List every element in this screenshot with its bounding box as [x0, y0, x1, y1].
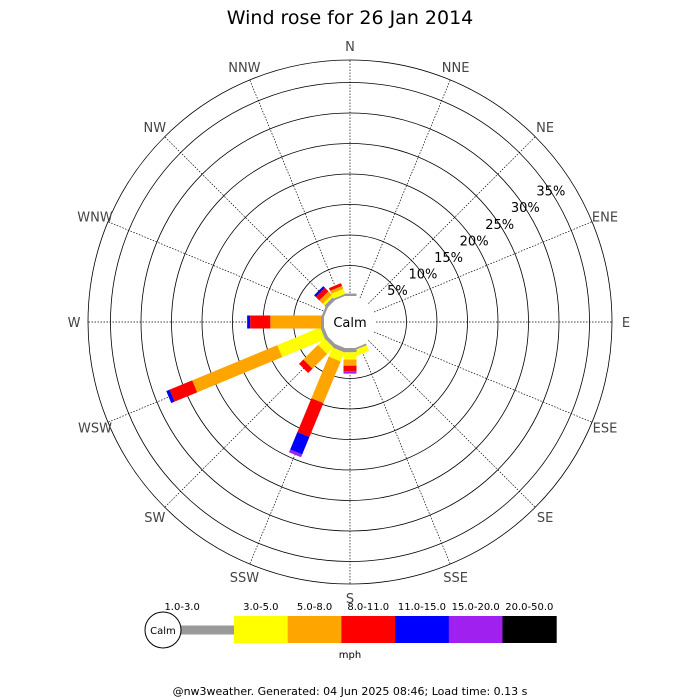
ring-label-10: 10% — [409, 268, 438, 283]
bar-w-8.0-11.0 — [250, 315, 271, 329]
bar-n-1.0-3.0 — [343, 293, 357, 296]
spoke-sse — [359, 345, 451, 565]
wind-bars — [166, 283, 369, 458]
legend-label-20.0-50.0: 20.0-50.0 — [505, 602, 553, 613]
ring-label-15: 15% — [434, 251, 463, 266]
spoke-se — [368, 340, 536, 508]
bar-sw-5.0-8.0 — [303, 344, 328, 369]
bar-wsw-1.0-3.0 — [320, 325, 329, 340]
ring-label-5: 5% — [387, 284, 408, 299]
bar-sw-3.0-5.0 — [317, 338, 334, 355]
bar-wsw-11.0-15.0 — [166, 389, 175, 404]
ring-25 — [171, 143, 529, 501]
spoke-ne — [368, 136, 536, 304]
direction-label-nne: NNE — [442, 61, 470, 76]
spoke-ene — [373, 221, 593, 313]
bar-wnw-1.0-3.0 — [321, 305, 329, 319]
chart-title: Wind rose for 26 Jan 2014 — [227, 7, 474, 29]
direction-label-sw: SW — [144, 511, 165, 526]
direction-label-wnw: WNW — [77, 210, 113, 225]
bar-sse-3.0-5.0 — [354, 345, 369, 356]
legend-swatch-8.0-11.0 — [341, 616, 396, 643]
bar-w-11.0-15.0 — [247, 315, 251, 329]
legend-swatch-5.0-8.0 — [287, 616, 342, 643]
bar-nw-5.0-8.0 — [319, 291, 332, 304]
legend-swatch-3.0-5.0 — [234, 616, 289, 643]
bar-w-1.0-3.0 — [320, 315, 324, 329]
direction-label-ene: ENE — [592, 210, 618, 225]
legend-swatch-11.0-15.0 — [395, 616, 450, 643]
bar-nnw-8.0-11.0 — [328, 283, 343, 291]
direction-label-nw: NW — [144, 121, 167, 136]
bar-sse-1.0-3.0 — [353, 343, 367, 351]
legend-label-1.0-3.0: 1.0-3.0 — [164, 602, 199, 613]
bar-nnw-3.0-5.0 — [331, 288, 346, 299]
direction-label-sse: SSE — [443, 571, 468, 586]
ring-label-25: 25% — [485, 218, 514, 233]
legend-swatch-20.0-50.0 — [502, 616, 557, 643]
legend-label-11.0-15.0: 11.0-15.0 — [398, 602, 446, 613]
direction-label-nnw: NNW — [228, 61, 260, 76]
bar-nw-11.0-15.0 — [314, 286, 325, 297]
direction-label-se: SE — [537, 511, 553, 526]
ring-label-35: 35% — [536, 185, 565, 200]
bar-nnw-5.0-8.0 — [330, 285, 344, 294]
legend-label-5.0-8.0: 5.0-8.0 — [297, 602, 332, 613]
direction-label-s: S — [346, 592, 354, 607]
bar-s-1.0-3.0 — [343, 348, 357, 353]
calm-circle: Calm — [324, 296, 376, 348]
bar-w-5.0-8.0 — [270, 315, 321, 329]
spoke-nw — [164, 136, 332, 304]
direction-label-ssw: SSW — [230, 571, 260, 586]
footer-text: @nw3weather. Generated: 04 Jun 2025 08:4… — [173, 685, 528, 698]
legend-label-8.0-11.0: 8.0-11.0 — [347, 602, 389, 613]
bar-nw-1.0-3.0 — [324, 296, 337, 309]
legend-label-15.0-20.0: 15.0-20.0 — [452, 602, 500, 613]
direction-label-wsw: WSW — [78, 422, 112, 437]
bar-ssw-1.0-3.0 — [332, 343, 347, 353]
legend-label-3.0-5.0: 3.0-5.0 — [243, 602, 278, 613]
bar-ssw-8.0-11.0 — [297, 398, 324, 437]
ring-label-30: 30% — [511, 201, 540, 216]
spoke-ese — [373, 331, 593, 423]
spoke-nnw — [249, 79, 341, 299]
legend-calm-label: Calm — [150, 626, 176, 637]
bar-s-5.0-8.0 — [343, 359, 357, 366]
direction-label-n: N — [345, 40, 355, 55]
bar-wsw-3.0-5.0 — [277, 327, 326, 358]
legend-swatch-15.0-20.0 — [448, 616, 503, 643]
calm-label: Calm — [333, 316, 366, 331]
bar-nnw-1.0-3.0 — [333, 293, 347, 301]
legend-calm-circle — [144, 611, 182, 649]
ring-percent-labels: 5%10% 15% 20%25% 30%35% — [387, 185, 565, 300]
bar-ssw-11.0-15.0 — [290, 432, 310, 455]
bar-nw-3.0-5.0 — [322, 294, 334, 306]
bar-nw-8.0-11.0 — [315, 287, 329, 301]
direction-labels: N NNE NE ENE E ESE SE SSE S SSW SW WSW W WNW NW NNW — [68, 40, 631, 607]
ring-outer — [87, 59, 613, 585]
direction-label-w: W — [68, 316, 81, 331]
bar-ssw-5.0-8.0 — [311, 356, 341, 404]
bar-s-3.0-5.0 — [343, 352, 357, 360]
direction-label-ne: NE — [536, 121, 554, 136]
legend-unit: mph — [339, 650, 361, 661]
direction-label-ese: ESE — [593, 422, 618, 437]
ring-label-20: 20% — [460, 234, 489, 249]
bar-ssw-3.0-5.0 — [328, 347, 345, 362]
bar-sw-8.0-11.0 — [298, 359, 313, 374]
spoke-nne — [359, 79, 451, 299]
ring-20 — [201, 173, 499, 471]
direction-label-e: E — [622, 316, 630, 331]
bar-s-15.0-20.0 — [343, 371, 357, 374]
bar-ssw-15.0-20.0 — [288, 449, 303, 458]
bar-wsw-8.0-11.0 — [169, 380, 198, 402]
speed-legend: Calm 1.0-3.0 3.0-5.0 5.0-8.0 8.0-11.0 11.0-15… — [144, 602, 557, 661]
bar-s-8.0-11.0 — [343, 365, 357, 372]
spoke-wnw — [107, 221, 327, 313]
bar-wsw-5.0-8.0 — [192, 345, 283, 393]
bar-sw-1.0-3.0 — [324, 335, 337, 348]
